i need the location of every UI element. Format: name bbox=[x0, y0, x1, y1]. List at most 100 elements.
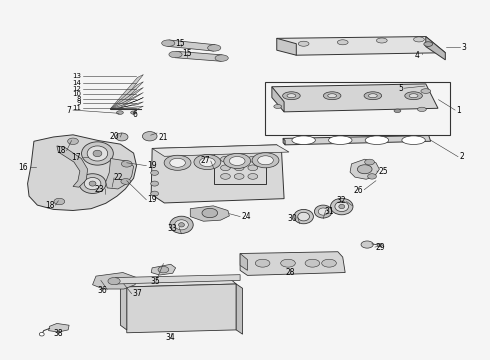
Text: 1: 1 bbox=[456, 105, 461, 114]
Ellipse shape bbox=[79, 174, 106, 193]
Ellipse shape bbox=[170, 158, 185, 167]
Text: 15: 15 bbox=[183, 49, 192, 58]
Polygon shape bbox=[277, 37, 445, 55]
Text: 18: 18 bbox=[56, 146, 66, 155]
Polygon shape bbox=[152, 145, 289, 156]
Ellipse shape bbox=[298, 41, 309, 46]
Text: 30: 30 bbox=[287, 214, 297, 223]
Ellipse shape bbox=[131, 111, 137, 114]
Ellipse shape bbox=[274, 104, 282, 108]
Text: 19: 19 bbox=[147, 195, 157, 204]
Ellipse shape bbox=[339, 204, 344, 209]
Polygon shape bbox=[283, 135, 431, 145]
Ellipse shape bbox=[194, 154, 221, 170]
Polygon shape bbox=[93, 273, 137, 289]
Text: 33: 33 bbox=[168, 224, 177, 233]
Polygon shape bbox=[190, 206, 229, 221]
Ellipse shape bbox=[294, 210, 314, 224]
Polygon shape bbox=[175, 51, 222, 61]
Ellipse shape bbox=[402, 136, 425, 144]
Polygon shape bbox=[277, 39, 296, 55]
Ellipse shape bbox=[122, 161, 132, 167]
Polygon shape bbox=[57, 146, 88, 187]
Ellipse shape bbox=[315, 205, 332, 218]
Ellipse shape bbox=[421, 89, 431, 93]
Ellipse shape bbox=[234, 174, 244, 179]
Ellipse shape bbox=[215, 55, 228, 61]
Ellipse shape bbox=[87, 146, 108, 161]
Text: 12: 12 bbox=[73, 86, 81, 92]
Ellipse shape bbox=[39, 332, 44, 336]
Polygon shape bbox=[110, 106, 144, 109]
Text: 8: 8 bbox=[77, 96, 81, 102]
Ellipse shape bbox=[328, 94, 337, 98]
Polygon shape bbox=[121, 279, 236, 287]
Ellipse shape bbox=[424, 42, 433, 46]
Text: 15: 15 bbox=[176, 39, 185, 48]
Ellipse shape bbox=[365, 136, 389, 144]
Ellipse shape bbox=[258, 156, 273, 165]
Ellipse shape bbox=[220, 174, 230, 179]
Text: 16: 16 bbox=[18, 163, 27, 172]
Ellipse shape bbox=[409, 94, 418, 98]
Text: 22: 22 bbox=[113, 173, 122, 182]
Ellipse shape bbox=[178, 223, 184, 227]
Ellipse shape bbox=[202, 208, 218, 218]
Text: 20: 20 bbox=[109, 132, 119, 141]
Ellipse shape bbox=[287, 94, 296, 98]
Polygon shape bbox=[240, 252, 345, 275]
Ellipse shape bbox=[305, 259, 320, 267]
Text: 4: 4 bbox=[415, 51, 420, 60]
Polygon shape bbox=[106, 158, 134, 189]
Ellipse shape bbox=[414, 37, 424, 42]
Ellipse shape bbox=[220, 156, 230, 162]
Text: 37: 37 bbox=[133, 289, 143, 298]
Text: 23: 23 bbox=[95, 185, 104, 194]
Ellipse shape bbox=[234, 165, 244, 171]
Ellipse shape bbox=[164, 155, 191, 170]
Ellipse shape bbox=[394, 109, 401, 113]
Ellipse shape bbox=[329, 136, 352, 144]
Ellipse shape bbox=[151, 181, 159, 186]
Ellipse shape bbox=[54, 198, 65, 205]
Ellipse shape bbox=[93, 150, 102, 157]
Text: 2: 2 bbox=[459, 152, 464, 161]
Ellipse shape bbox=[151, 170, 159, 175]
Text: 28: 28 bbox=[285, 268, 294, 277]
Polygon shape bbox=[426, 37, 445, 60]
Ellipse shape bbox=[116, 133, 128, 141]
Text: 25: 25 bbox=[379, 167, 389, 176]
Polygon shape bbox=[116, 275, 240, 284]
Ellipse shape bbox=[318, 208, 328, 215]
Ellipse shape bbox=[151, 191, 159, 196]
Ellipse shape bbox=[162, 40, 175, 46]
Ellipse shape bbox=[158, 266, 169, 273]
Text: 9: 9 bbox=[77, 100, 81, 106]
Polygon shape bbox=[121, 281, 127, 330]
Ellipse shape bbox=[121, 179, 131, 184]
Text: 10: 10 bbox=[73, 91, 81, 97]
Ellipse shape bbox=[337, 40, 348, 45]
Text: 29: 29 bbox=[376, 243, 386, 252]
Ellipse shape bbox=[368, 174, 376, 179]
Text: 31: 31 bbox=[324, 207, 334, 216]
Ellipse shape bbox=[283, 92, 300, 100]
Ellipse shape bbox=[405, 92, 422, 100]
Ellipse shape bbox=[368, 94, 377, 98]
Polygon shape bbox=[283, 138, 285, 145]
Ellipse shape bbox=[298, 212, 310, 221]
Ellipse shape bbox=[81, 142, 113, 165]
Ellipse shape bbox=[252, 153, 279, 168]
Bar bbox=[265, 82, 450, 135]
Ellipse shape bbox=[169, 51, 182, 58]
Ellipse shape bbox=[234, 156, 244, 162]
Ellipse shape bbox=[84, 177, 101, 190]
Ellipse shape bbox=[174, 220, 188, 230]
Text: 6: 6 bbox=[133, 110, 138, 119]
Polygon shape bbox=[272, 84, 438, 112]
Text: 24: 24 bbox=[241, 212, 251, 221]
Polygon shape bbox=[151, 145, 284, 203]
Ellipse shape bbox=[331, 198, 353, 215]
Polygon shape bbox=[168, 40, 215, 51]
Polygon shape bbox=[110, 75, 144, 109]
